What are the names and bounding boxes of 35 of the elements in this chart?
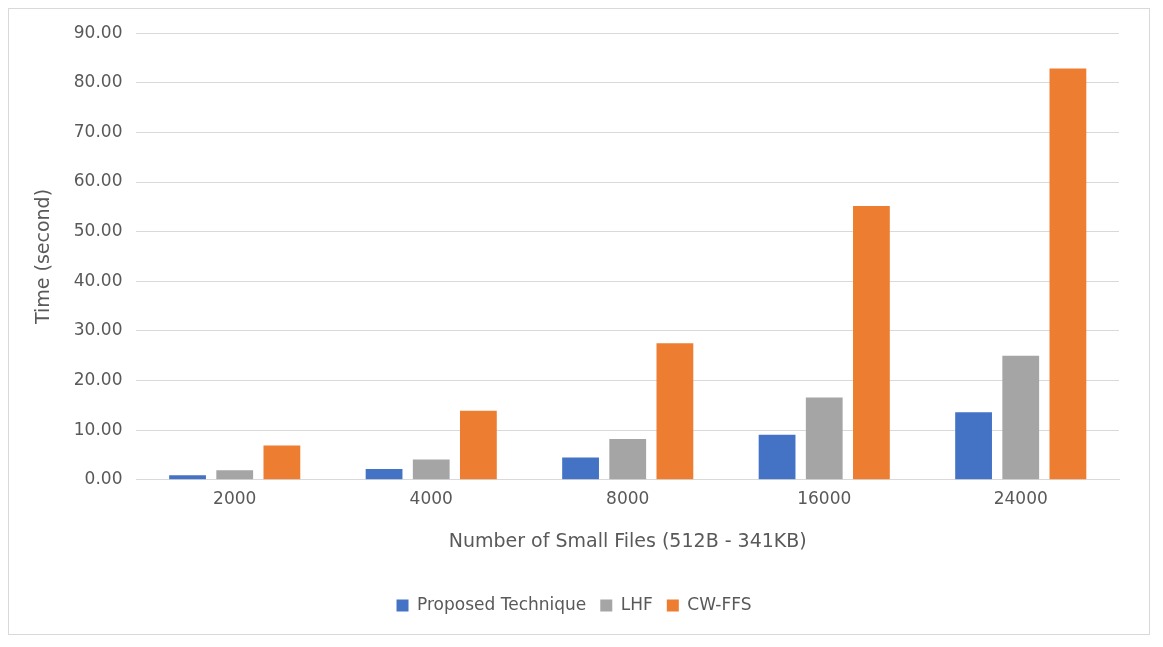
x-tick-label: 24000 <box>993 488 1048 509</box>
y-tick-label: 30.00 <box>73 319 123 340</box>
bar <box>365 468 403 480</box>
bar <box>1049 68 1087 480</box>
bar <box>562 457 599 480</box>
bar <box>1002 355 1040 480</box>
y-axis-title: Time (second) <box>31 188 54 326</box>
legend-label: CW-FFS <box>687 593 752 614</box>
x-tick-label: 4000 <box>409 488 453 509</box>
bar <box>955 412 992 480</box>
y-tick-label: 60.00 <box>73 170 123 191</box>
bar <box>656 343 694 480</box>
legend-label: LHF <box>620 593 653 614</box>
x-tick-label: 2000 <box>213 488 257 509</box>
y-tick-label: 40.00 <box>73 269 123 290</box>
y-tick-label: 90.00 <box>73 21 123 42</box>
x-tick-label: 16000 <box>797 488 852 509</box>
y-tick-label: 80.00 <box>73 71 123 92</box>
bar <box>758 434 796 480</box>
x-axis-title: Number of Small Files (512B - 341KB) <box>448 528 807 551</box>
bar <box>263 445 301 480</box>
y-tick-label: 20.00 <box>73 368 123 389</box>
bar <box>853 205 890 480</box>
y-tick-label: 70.00 <box>73 120 123 141</box>
y-tick-label: 10.00 <box>73 418 123 439</box>
y-tick-label: 50.00 <box>73 220 123 241</box>
bar <box>412 459 450 480</box>
y-tick-label: 0.00 <box>84 468 123 489</box>
bar <box>169 475 206 480</box>
bar <box>805 397 843 480</box>
bar <box>609 439 647 480</box>
x-tick-label: 8000 <box>606 488 650 509</box>
bar <box>460 410 497 480</box>
bar <box>216 470 254 480</box>
legend-label: Proposed Technique <box>417 593 587 614</box>
